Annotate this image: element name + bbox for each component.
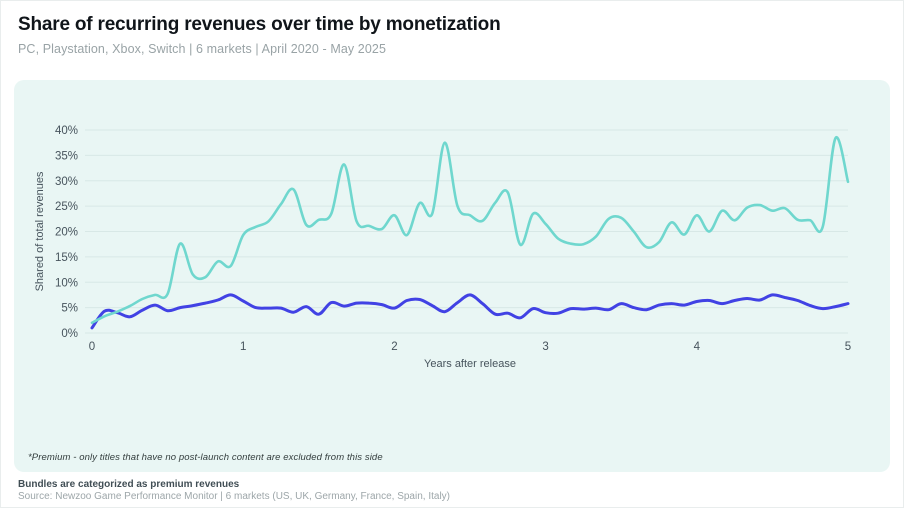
- y-tick-label: 20%: [55, 227, 78, 239]
- chart-panel: 0% 5% 10% 15% 20% 25% 30% 35% 40% 0 1 2 3 4 5 Years aft…: [14, 80, 890, 472]
- blue-line: [90, 293, 850, 330]
- y-tick-label: 15%: [55, 252, 78, 264]
- x-tick-label: 1: [240, 341, 246, 353]
- y-axis-label: Shared of total revenues: [34, 171, 46, 291]
- y-tick-label: 35%: [55, 150, 78, 162]
- x-tick-label: 3: [542, 341, 548, 353]
- x-tick-label: 4: [694, 341, 701, 353]
- x-tick-label: 2: [391, 341, 397, 353]
- teal-line: [90, 136, 850, 325]
- x-tick-label: 0: [89, 341, 95, 353]
- footer-note: Bundles are categorized as premium reven…: [18, 479, 240, 490]
- y-tick-label: 25%: [55, 201, 78, 213]
- chart-footnote: *Premium - only titles that have no post…: [28, 452, 383, 463]
- x-axis-label: Years after release: [424, 358, 516, 370]
- page-subtitle: PC, Playstation, Xbox, Switch | 6 market…: [18, 42, 387, 56]
- y-tick-label: 30%: [55, 176, 78, 188]
- y-tick-label: 10%: [55, 277, 78, 289]
- y-tick-label: 40%: [55, 125, 78, 137]
- page-title: Share of recurring revenues over time by…: [18, 14, 501, 35]
- line-chart: 0% 5% 10% 15% 20% 25% 30% 35% 40% 0 1 2 3 4 5 Years aft…: [34, 125, 851, 370]
- y-tick-label: 5%: [61, 303, 78, 315]
- y-tick-label: 0%: [61, 328, 78, 340]
- x-tick-label: 5: [845, 341, 851, 353]
- footer-source: Source: Newzoo Game Performance Monitor …: [18, 491, 451, 502]
